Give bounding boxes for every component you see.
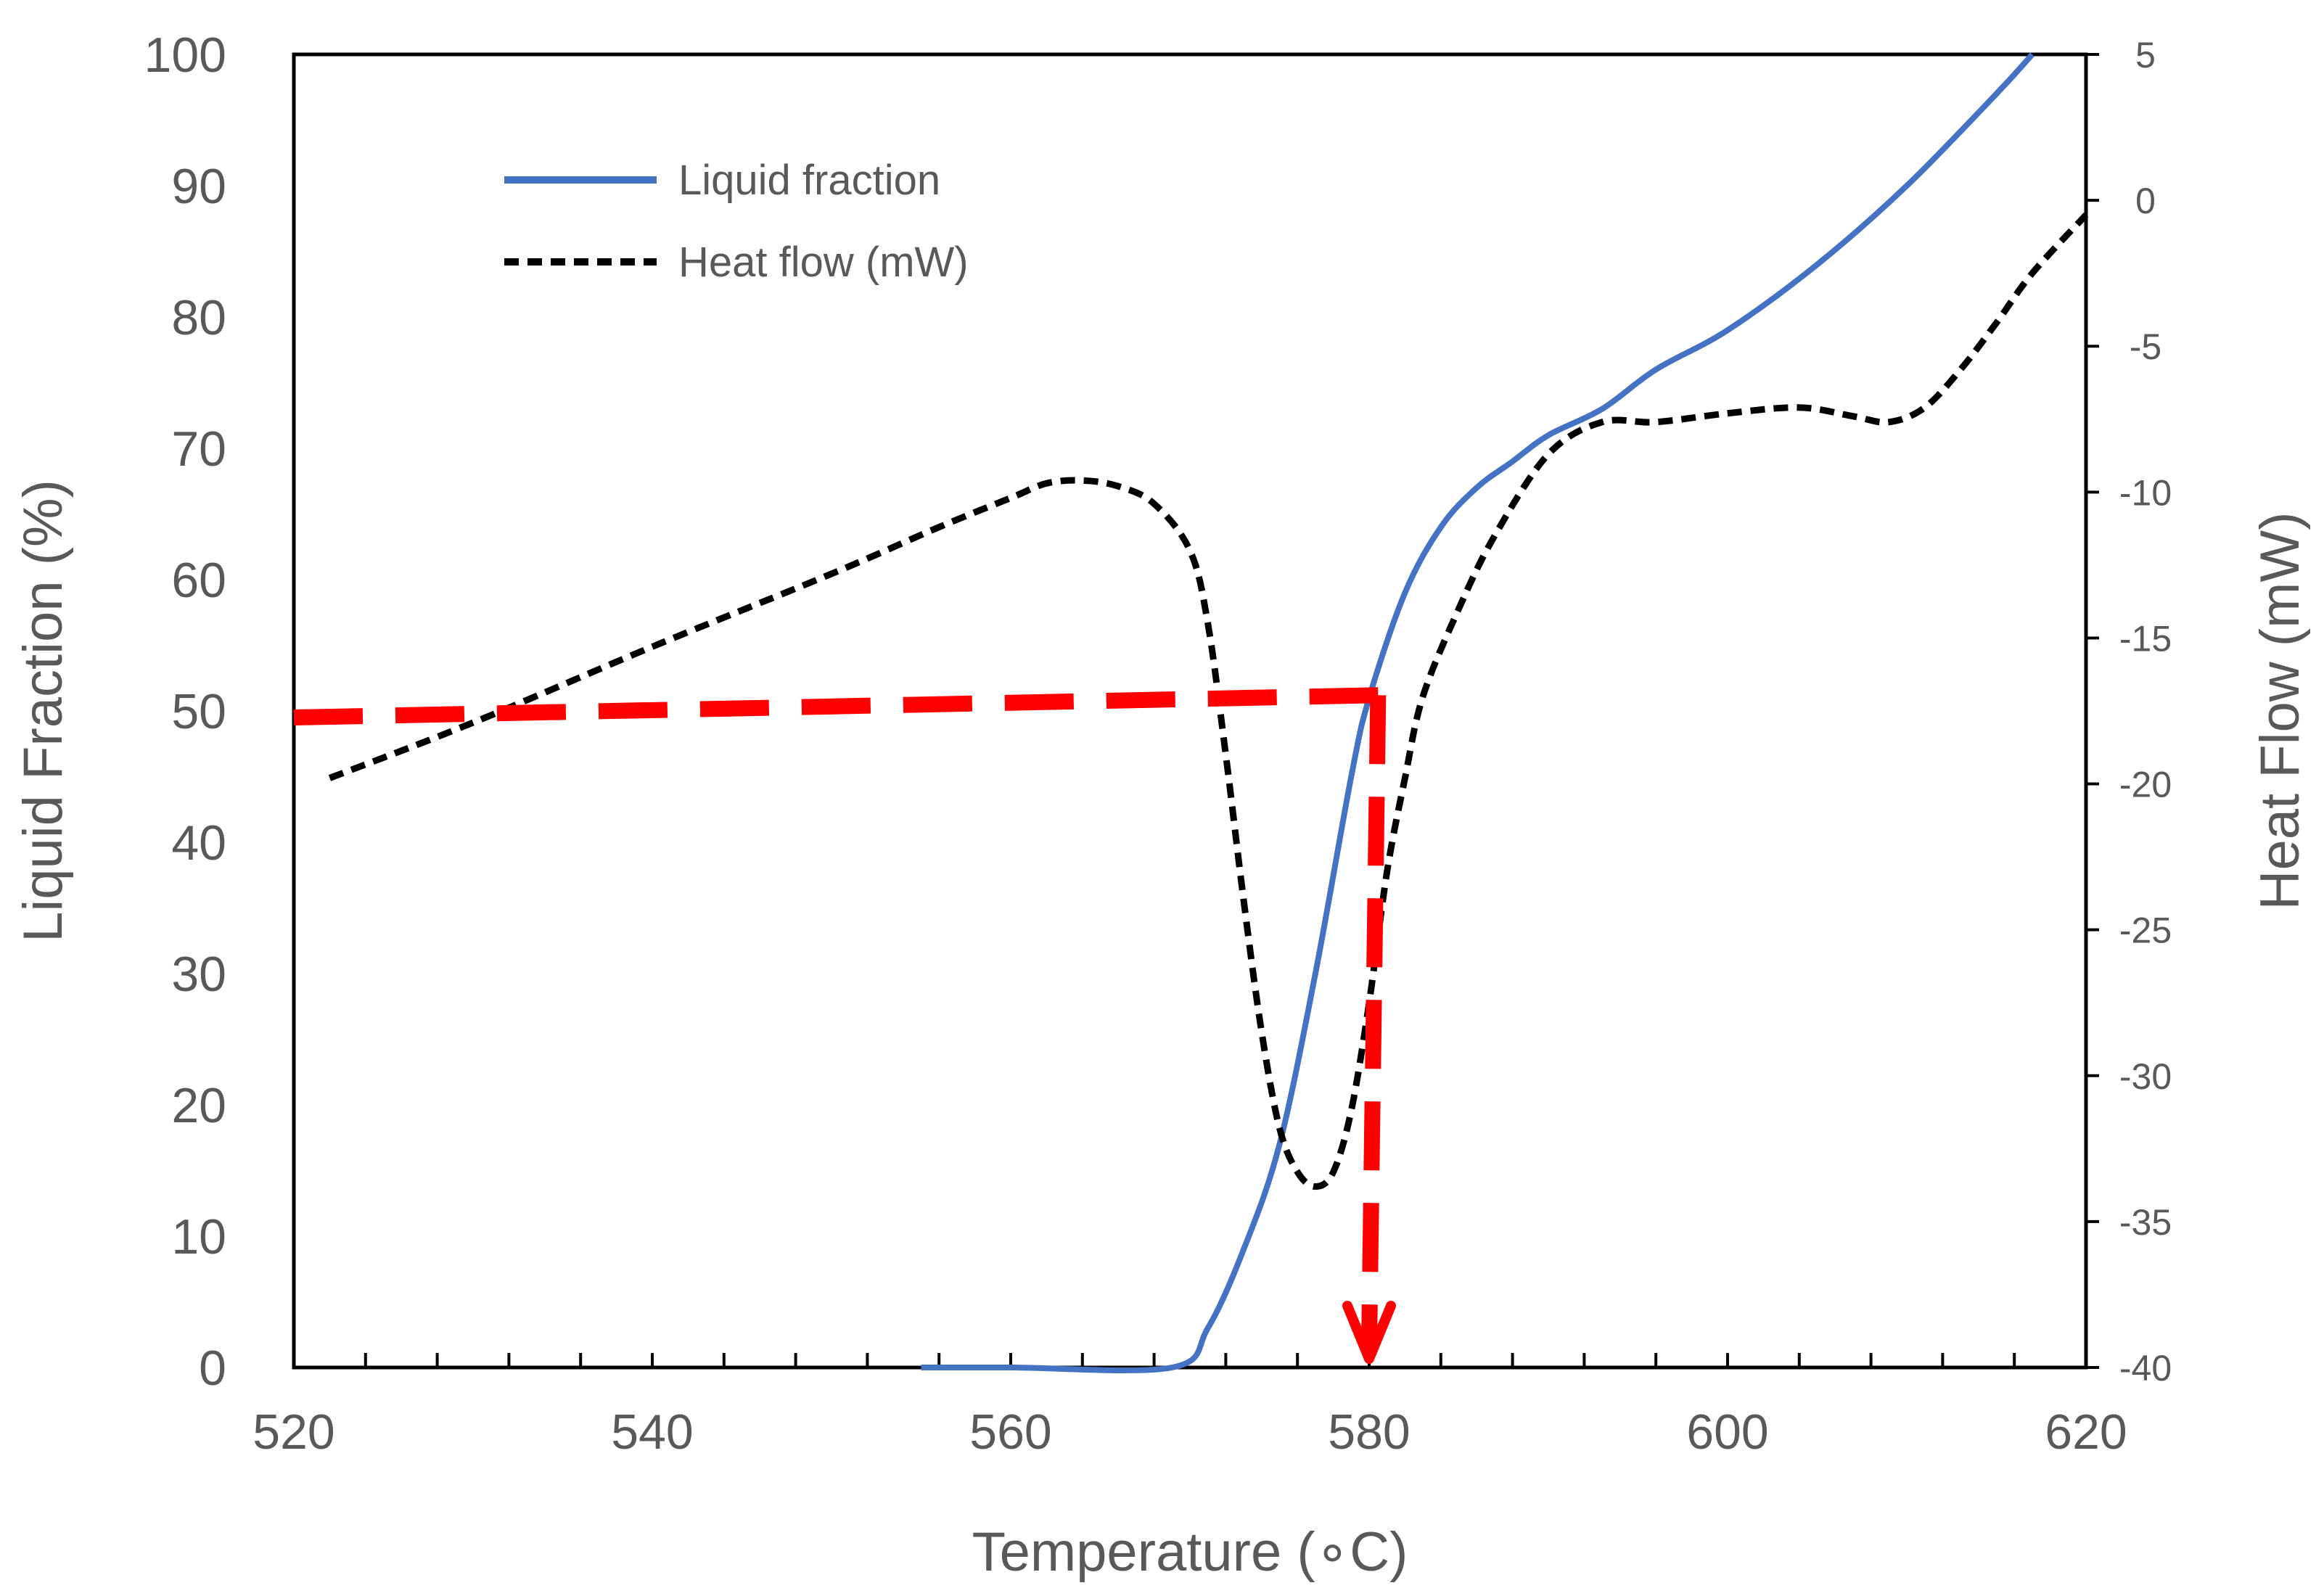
marker-vertical-dash xyxy=(1361,695,1387,1346)
y-tick-label: 20 xyxy=(171,1078,226,1133)
y2-tick-label: -40 xyxy=(2119,1348,2172,1389)
x-tick-label: 540 xyxy=(611,1404,693,1460)
marker-arrowhead xyxy=(1342,1301,1396,1364)
legend: Liquid fraction Heat flow (mW) xyxy=(504,157,969,286)
x-tick-label: 560 xyxy=(969,1404,1051,1460)
y-tick-label: 70 xyxy=(171,421,226,477)
y2-tick-label: -15 xyxy=(2119,618,2172,659)
y-tick-label: 90 xyxy=(171,159,226,214)
x-axis-ticks: 520 540 560 580 600 620 xyxy=(252,1353,2127,1460)
x-tick-label: 580 xyxy=(1328,1404,1410,1460)
y-tick-label: 60 xyxy=(171,553,226,608)
series-line-heat-flow xyxy=(328,213,2089,1190)
annotation-layer xyxy=(293,687,1396,1364)
y2-tick-label: 0 xyxy=(2135,181,2156,221)
y2-tick-label: -25 xyxy=(2119,910,2172,951)
marker-horizontal-dash xyxy=(293,687,1379,726)
series-line-liquid-fraction xyxy=(921,52,2034,1374)
y-tick-label: 100 xyxy=(144,28,226,83)
x-tick-label: 620 xyxy=(2045,1404,2127,1460)
y2-axis-title: Heat Flow (mW) xyxy=(2249,512,2311,910)
y-tick-label: 10 xyxy=(171,1209,226,1264)
y-tick-label: 0 xyxy=(199,1341,226,1396)
y-axis-ticks: 0 10 20 30 40 50 60 70 80 90 100 xyxy=(144,28,226,1396)
y2-tick-label: -20 xyxy=(2119,765,2172,805)
y2-tick-label: -5 xyxy=(2130,326,2161,367)
legend-label-heat-flow: Heat flow (mW) xyxy=(678,239,969,286)
x-axis-title: Temperature (∘C) xyxy=(972,1521,1408,1583)
y2-tick-label: -10 xyxy=(2119,472,2172,513)
y-tick-label: 40 xyxy=(171,815,226,871)
y2-tick-label: 5 xyxy=(2135,35,2156,75)
y2-tick-label: -30 xyxy=(2119,1056,2172,1097)
y2-axis-ticks: -40 -35 -30 -25 -20 -15 -10 -5 0 5 xyxy=(2086,35,2172,1389)
x-tick-label: 520 xyxy=(252,1404,334,1460)
series-layer xyxy=(328,52,2089,1374)
y-tick-label: 30 xyxy=(171,947,226,1002)
y-tick-label: 80 xyxy=(171,290,226,345)
y2-tick-label: -35 xyxy=(2119,1202,2172,1243)
x-tick-label: 600 xyxy=(1686,1404,1768,1460)
y-tick-label: 50 xyxy=(171,684,226,739)
legend-label-liquid-fraction: Liquid fraction xyxy=(678,157,940,204)
y-axis-title: Liquid Fraction (%) xyxy=(12,480,74,942)
